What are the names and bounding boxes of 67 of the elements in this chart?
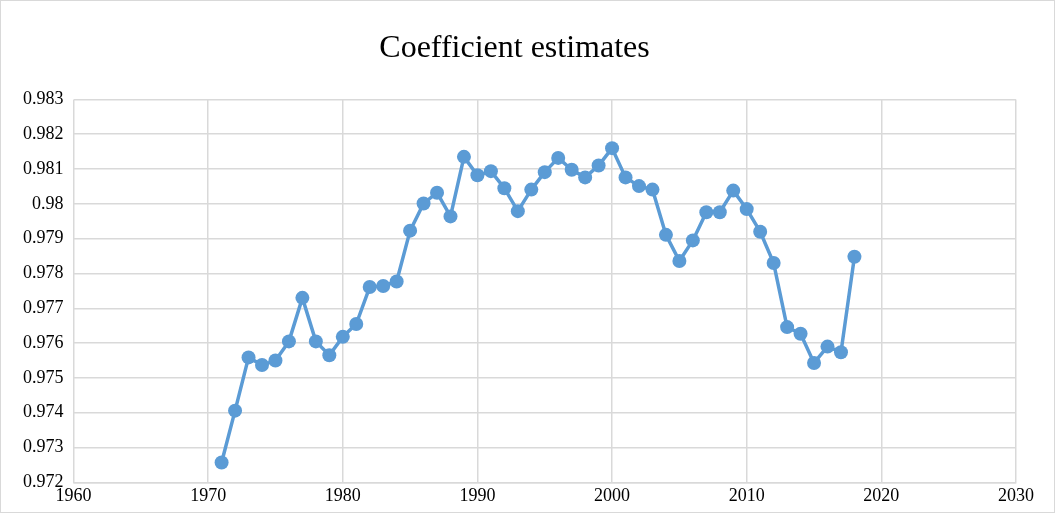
y-tick-label: 0.981 xyxy=(23,157,64,178)
point xyxy=(712,205,727,220)
y-tick-label: 0.974 xyxy=(23,401,64,422)
point xyxy=(510,204,525,219)
y-tick-label: 0.975 xyxy=(23,366,64,387)
point xyxy=(699,205,714,220)
point xyxy=(632,179,646,194)
point xyxy=(645,182,660,197)
point xyxy=(268,353,283,368)
point xyxy=(335,329,350,344)
point xyxy=(443,209,458,224)
y-tick-label: 0.98 xyxy=(32,192,64,213)
point xyxy=(833,345,848,360)
y-tick-label: 0.979 xyxy=(23,227,64,248)
point xyxy=(241,350,256,365)
point xyxy=(214,455,229,470)
point xyxy=(349,316,364,331)
point xyxy=(807,355,822,370)
point xyxy=(456,149,471,164)
y-tick-label: 0.978 xyxy=(23,262,64,283)
x-tick-label: 1980 xyxy=(324,484,361,505)
x-tick-label: 1970 xyxy=(190,484,227,505)
point xyxy=(672,253,687,268)
point xyxy=(497,181,512,196)
point xyxy=(470,168,485,183)
point xyxy=(591,158,606,173)
point xyxy=(766,256,781,271)
y-tick-label: 0.973 xyxy=(23,436,64,457)
point xyxy=(578,170,593,185)
point xyxy=(376,279,391,294)
point xyxy=(416,196,431,211)
y-tick-label: 0.982 xyxy=(23,122,64,143)
point xyxy=(605,141,620,156)
point xyxy=(847,249,862,264)
point xyxy=(362,280,377,295)
point xyxy=(618,170,633,185)
x-tick-label: 2010 xyxy=(728,484,765,505)
point xyxy=(685,233,700,248)
point xyxy=(308,334,323,349)
point xyxy=(793,326,808,341)
point xyxy=(281,334,296,349)
point xyxy=(403,223,418,238)
point xyxy=(537,165,552,180)
point xyxy=(430,185,445,200)
point xyxy=(389,274,404,289)
point xyxy=(726,183,741,198)
point xyxy=(228,403,243,418)
point xyxy=(658,227,673,242)
x-tick-label: 2030 xyxy=(998,484,1034,505)
point xyxy=(753,224,768,239)
point xyxy=(551,150,566,165)
point xyxy=(820,339,835,354)
point xyxy=(322,348,337,363)
point xyxy=(739,202,754,217)
y-tick-label: 0.976 xyxy=(23,331,64,352)
x-tick-label: 1990 xyxy=(459,484,496,505)
point xyxy=(295,290,310,305)
point xyxy=(524,182,539,197)
point xyxy=(780,320,795,335)
y-tick-label: 0.977 xyxy=(23,297,64,318)
point xyxy=(483,164,498,179)
x-tick-label: 2020 xyxy=(863,484,900,505)
point xyxy=(564,162,579,177)
x-tick-label: 2000 xyxy=(594,484,631,505)
chart-title: Coefficient estimates xyxy=(379,27,650,64)
point xyxy=(255,358,269,373)
y-tick-label: 0.983 xyxy=(23,88,64,109)
